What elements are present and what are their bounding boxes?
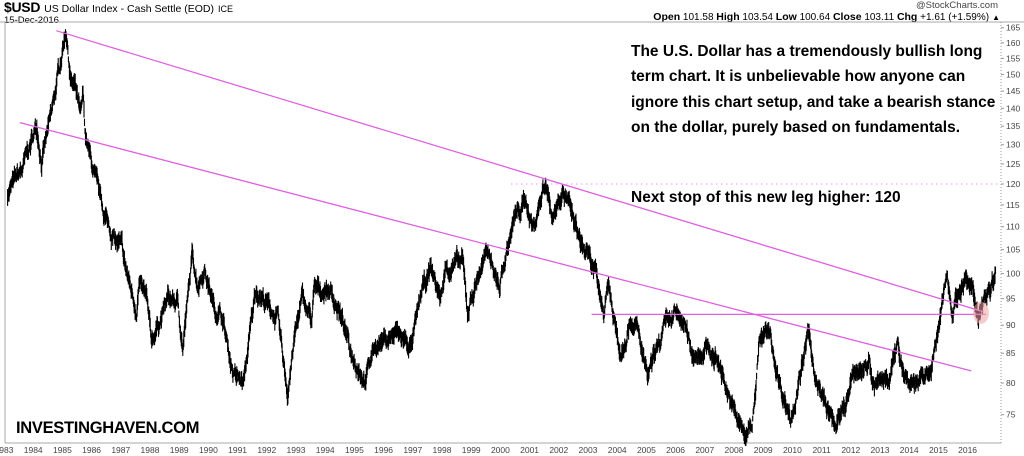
x-tick-label: 1987 (111, 445, 130, 455)
y-tick-label: 85 (1006, 348, 1016, 358)
x-tick-label: 2011 (812, 445, 831, 455)
copyright: @StockCharts.com (916, 0, 998, 11)
open-label: Open (653, 11, 681, 23)
x-tick-label: 2000 (491, 445, 510, 455)
x-tick-label: 1997 (403, 445, 422, 455)
x-tick-label: 2003 (579, 445, 598, 455)
x-tick-label: 2014 (900, 445, 919, 455)
x-tick-label: 2013 (871, 445, 890, 455)
x-tick-label: 2008 (725, 445, 744, 455)
x-tick-label: 2015 (929, 445, 948, 455)
x-tick-label: 1985 (53, 445, 72, 455)
y-tick-label: 150 (1006, 69, 1020, 79)
chg-label: Chg (896, 11, 918, 23)
x-tick-label: 1993 (287, 445, 306, 455)
x-tick-label: 2002 (549, 445, 568, 455)
high-value: 103.54 (742, 12, 773, 23)
exchange: ICE (217, 4, 233, 14)
x-tick-label: 1986 (82, 445, 101, 455)
brand-watermark: INVESTINGHAVEN.COM (16, 419, 200, 437)
lower-trendline (19, 121, 972, 372)
highlight-circle (972, 301, 989, 324)
up-triangle-icon: ▲ (992, 13, 1000, 22)
x-tick-label: 2007 (695, 445, 714, 455)
y-tick-label: 160 (1006, 38, 1020, 48)
x-tick-label: 2005 (637, 445, 656, 455)
y-tick-label: 110 (1006, 222, 1020, 232)
y-tick-label: 105 (1006, 245, 1020, 255)
y-tick-label: 80 (1006, 378, 1016, 388)
instrument-name: US Dollar Index - Cash Settle (EOD) (44, 3, 214, 15)
chart-title-row: $USD US Dollar Index - Cash Settle (EOD)… (4, 0, 233, 15)
open-value: 101.58 (682, 12, 714, 23)
x-tick-label: 1998 (433, 445, 452, 455)
x-tick-label: 1991 (228, 445, 247, 455)
y-tick-label: 90 (1006, 320, 1016, 330)
y-tick-label: 165 (1006, 23, 1020, 33)
low-value: 100.64 (799, 12, 831, 23)
x-tick-label: 1995 (345, 445, 364, 455)
y-tick-label: 155 (1006, 53, 1020, 63)
y-tick-label: 120 (1006, 179, 1020, 189)
upper-trendline (56, 30, 984, 313)
x-tick-label: 1988 (141, 445, 160, 455)
x-tick-label: 2006 (666, 445, 685, 455)
low-label: Low (775, 11, 797, 23)
y-tick-label: 130 (1006, 140, 1020, 150)
y-tick-label: 140 (1006, 103, 1020, 113)
high-label: High (716, 11, 740, 23)
ohlc-row: Open 101.58 High 103.54 Low 100.64 Close… (653, 12, 1000, 23)
y-tick-label: 100 (1006, 268, 1020, 278)
x-tick-label: 2004 (608, 445, 627, 455)
x-tick-label: 2001 (520, 445, 539, 455)
close-value: 103.11 (864, 12, 895, 23)
x-tick-label: 2016 (958, 445, 977, 455)
chart-date: 15-Dec-2016 (4, 15, 59, 26)
x-tick-label: 1996 (374, 445, 393, 455)
close-label: Close (832, 11, 862, 23)
chg-value: +1.61 (+1.59%) (920, 12, 990, 23)
y-tick-label: 125 (1006, 159, 1020, 169)
x-tick-label: 1990 (199, 445, 218, 455)
x-tick-label: 1989 (170, 445, 189, 455)
x-tick-label: 2010 (783, 445, 802, 455)
x-tick-label: 2009 (754, 445, 773, 455)
x-tick-label: 1983 (0, 445, 14, 455)
y-tick-label: 135 (1006, 121, 1020, 131)
annotation-note: The U.S. Dollar has a tremendously bulli… (631, 43, 996, 136)
x-tick-label: 2012 (841, 445, 860, 455)
x-tick-label: 1992 (257, 445, 276, 455)
x-tick-label: 1994 (316, 445, 335, 455)
annotation-target: Next stop of this new leg higher: 120 (631, 189, 901, 206)
symbol: $USD (4, 0, 41, 15)
y-tick-label: 75 (1006, 410, 1016, 420)
x-tick-label: 1984 (24, 445, 43, 455)
x-tick-label: 1999 (462, 445, 481, 455)
y-tick-label: 115 (1006, 200, 1020, 210)
ohlc-readout: Open 101.58 High 103.54 Low 100.64 Close… (653, 12, 989, 23)
y-tick-label: 95 (1006, 294, 1016, 304)
y-tick-label: 145 (1006, 86, 1020, 96)
